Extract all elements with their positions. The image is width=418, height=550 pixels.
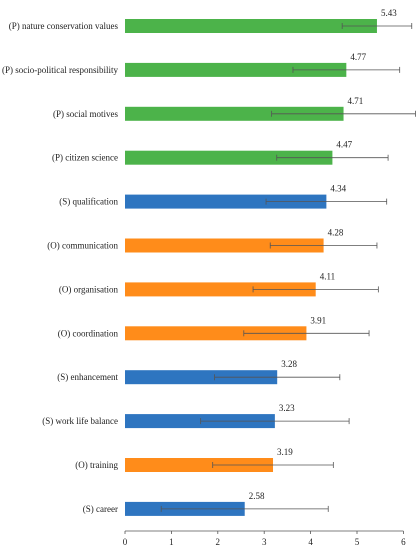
value-label: 2.58: [249, 491, 265, 501]
value-label: 4.28: [328, 228, 344, 238]
error-bar: [271, 110, 416, 117]
category-label: (S) career: [83, 504, 118, 514]
bar: [125, 19, 377, 33]
error-bar: [341, 23, 413, 29]
plot-area: (P) nature conservation values 5.43 (P) so…: [2, 8, 416, 516]
category-label: (P) social motives: [53, 109, 118, 119]
value-label: 3.23: [279, 403, 295, 413]
x-tick-label: 3: [262, 537, 267, 547]
value-label: 3.91: [310, 315, 326, 325]
error-bar: [269, 242, 378, 249]
category-label: (P) nature conservation values: [9, 21, 119, 31]
error-bar: [214, 374, 341, 381]
category-label: (O) communication: [47, 241, 118, 251]
bar: [125, 194, 327, 209]
bar: [125, 414, 275, 429]
category-label: (S) enhancement: [57, 372, 118, 382]
error-bar: [160, 505, 329, 512]
category-label: (O) organisation: [59, 284, 119, 294]
error-bar: [292, 66, 401, 73]
category-label: (S) qualification: [59, 197, 118, 207]
bar: [125, 282, 316, 297]
bar: [125, 458, 274, 472]
x-tick-label: 6: [401, 537, 406, 547]
category-label: (O) coordination: [58, 328, 119, 338]
value-label: 4.47: [336, 140, 352, 150]
category-label: (S) work life balance: [42, 416, 118, 426]
value-label: 4.71: [348, 96, 364, 106]
category-label: (P) citizen science: [52, 153, 118, 163]
category-label: (O) training: [75, 460, 118, 470]
bar: [125, 370, 278, 385]
error-bar: [276, 154, 389, 161]
x-tick-label: 2: [216, 537, 221, 547]
error-bar: [265, 198, 388, 205]
error-bar: [252, 286, 379, 293]
error-bar: [243, 330, 370, 337]
x-tick-label: 4: [308, 537, 313, 547]
value-label: 4.77: [350, 52, 366, 62]
x-tick-label: 5: [355, 537, 360, 547]
error-bar: [200, 418, 350, 425]
bar: [125, 238, 324, 253]
error-bar: [212, 462, 334, 468]
x-tick-label: 1: [169, 537, 174, 547]
x-tick-label: 0: [123, 537, 128, 547]
bar: [125, 326, 307, 341]
bar: [125, 150, 333, 165]
value-label: 4.11: [320, 271, 335, 281]
value-label: 3.28: [281, 359, 297, 369]
bar: [125, 106, 344, 121]
value-label: 5.43: [381, 8, 397, 18]
bar: [125, 62, 347, 77]
value-label: 3.19: [277, 447, 293, 457]
x-axis: 0 1 2 3 4 5 6: [123, 530, 406, 547]
category-label: (P) socio-political responsibility: [2, 65, 118, 75]
value-label: 4.34: [330, 184, 346, 194]
